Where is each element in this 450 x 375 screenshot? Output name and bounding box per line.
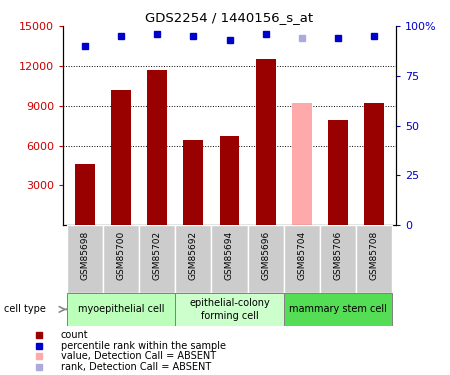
Bar xyxy=(183,140,203,225)
Bar xyxy=(212,225,248,292)
Text: GSM85704: GSM85704 xyxy=(297,230,306,279)
Bar xyxy=(256,59,276,225)
Bar xyxy=(364,103,384,225)
Text: epithelial-colony
forming cell: epithelial-colony forming cell xyxy=(189,298,270,321)
Bar xyxy=(111,90,131,225)
Bar xyxy=(147,70,167,225)
Text: GSM85708: GSM85708 xyxy=(370,230,379,280)
Bar xyxy=(356,225,392,292)
Bar xyxy=(220,136,239,225)
Bar xyxy=(67,292,175,326)
Bar xyxy=(175,292,284,326)
Text: count: count xyxy=(61,330,89,340)
Bar xyxy=(67,225,103,292)
Text: GSM85698: GSM85698 xyxy=(80,230,89,280)
Text: percentile rank within the sample: percentile rank within the sample xyxy=(61,341,226,351)
Title: GDS2254 / 1440156_s_at: GDS2254 / 1440156_s_at xyxy=(145,11,314,24)
Bar xyxy=(248,225,284,292)
Text: GSM85702: GSM85702 xyxy=(153,230,162,279)
Text: GSM85706: GSM85706 xyxy=(333,230,342,280)
Bar xyxy=(75,164,94,225)
Bar xyxy=(175,225,212,292)
Text: GSM85700: GSM85700 xyxy=(117,230,126,280)
Bar xyxy=(320,225,356,292)
Text: GSM85696: GSM85696 xyxy=(261,230,270,280)
Bar xyxy=(139,225,175,292)
Text: GSM85692: GSM85692 xyxy=(189,230,198,279)
Text: rank, Detection Call = ABSENT: rank, Detection Call = ABSENT xyxy=(61,362,211,372)
Bar xyxy=(284,292,392,326)
Text: myoepithelial cell: myoepithelial cell xyxy=(78,304,164,314)
Text: value, Detection Call = ABSENT: value, Detection Call = ABSENT xyxy=(61,351,216,361)
Bar xyxy=(292,103,312,225)
Text: mammary stem cell: mammary stem cell xyxy=(289,304,387,314)
Bar xyxy=(284,225,320,292)
Bar xyxy=(103,225,139,292)
Bar xyxy=(328,120,348,225)
Text: GSM85694: GSM85694 xyxy=(225,230,234,279)
Text: cell type: cell type xyxy=(4,304,46,314)
